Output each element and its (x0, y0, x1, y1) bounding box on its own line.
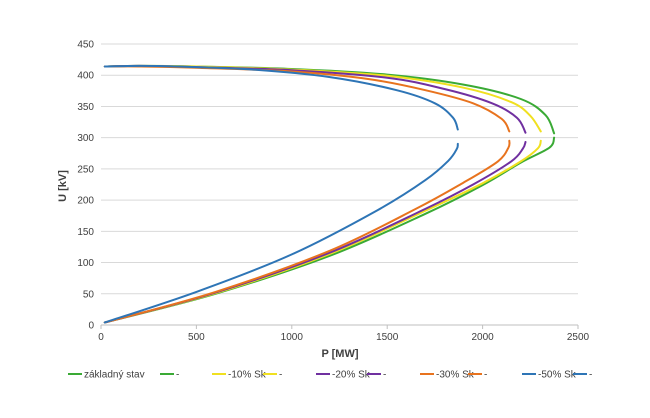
series-line-6 (103, 139, 511, 324)
x-axis-label: P [MW] (321, 348, 358, 360)
series-line-1 (103, 64, 556, 135)
x-tick-label: 1500 (376, 332, 399, 343)
x-tick-label: 2000 (471, 332, 494, 343)
x-tick-label: 500 (188, 332, 205, 343)
legend-label: - (484, 370, 487, 381)
legend-label: -30% Sk (436, 370, 475, 381)
axes (100, 324, 579, 329)
y-tick-label: 450 (77, 40, 94, 51)
series-line-0 (103, 136, 556, 324)
y-tick-label: 150 (77, 227, 94, 238)
legend-label: -50% Sk (538, 370, 577, 381)
y-axis-label: U [kV] (57, 170, 69, 202)
legend-label: -10% Sk (228, 370, 267, 381)
legend-label: základný stav (84, 370, 145, 381)
gridlines (101, 43, 578, 295)
legend-label: -20% Sk (332, 370, 371, 381)
y-tick-label: 200 (77, 196, 94, 207)
legend-label: - (176, 370, 179, 381)
y-tick-label: 0 (88, 321, 94, 332)
y-tick-label: 100 (77, 258, 94, 269)
x-tick-label: 1000 (281, 332, 304, 343)
y-tick-label: 300 (77, 133, 94, 144)
series-lines (103, 64, 556, 324)
x-tick-label: 2500 (567, 332, 590, 343)
legend: základný stav - -10% Sk - -20% Sk - -30% Sk - -5… (68, 370, 592, 381)
x-tick-label: 0 (98, 332, 104, 343)
y-tick-label: 250 (77, 164, 94, 175)
x-tick-labels: 0 500 1000 1500 2000 2500 (98, 332, 589, 343)
legend-label: - (589, 370, 592, 381)
series-line-9 (103, 64, 459, 131)
legend-label: - (383, 370, 386, 381)
y-tick-labels: 0 50 100 150 200 250 300 350 400 450 (77, 40, 94, 332)
y-tick-label: 350 (77, 102, 94, 113)
series-line-7 (103, 65, 511, 133)
y-tick-label: 400 (77, 71, 94, 82)
y-tick-label: 50 (83, 289, 95, 300)
legend-label: - (279, 370, 282, 381)
series-line-8 (103, 142, 459, 324)
